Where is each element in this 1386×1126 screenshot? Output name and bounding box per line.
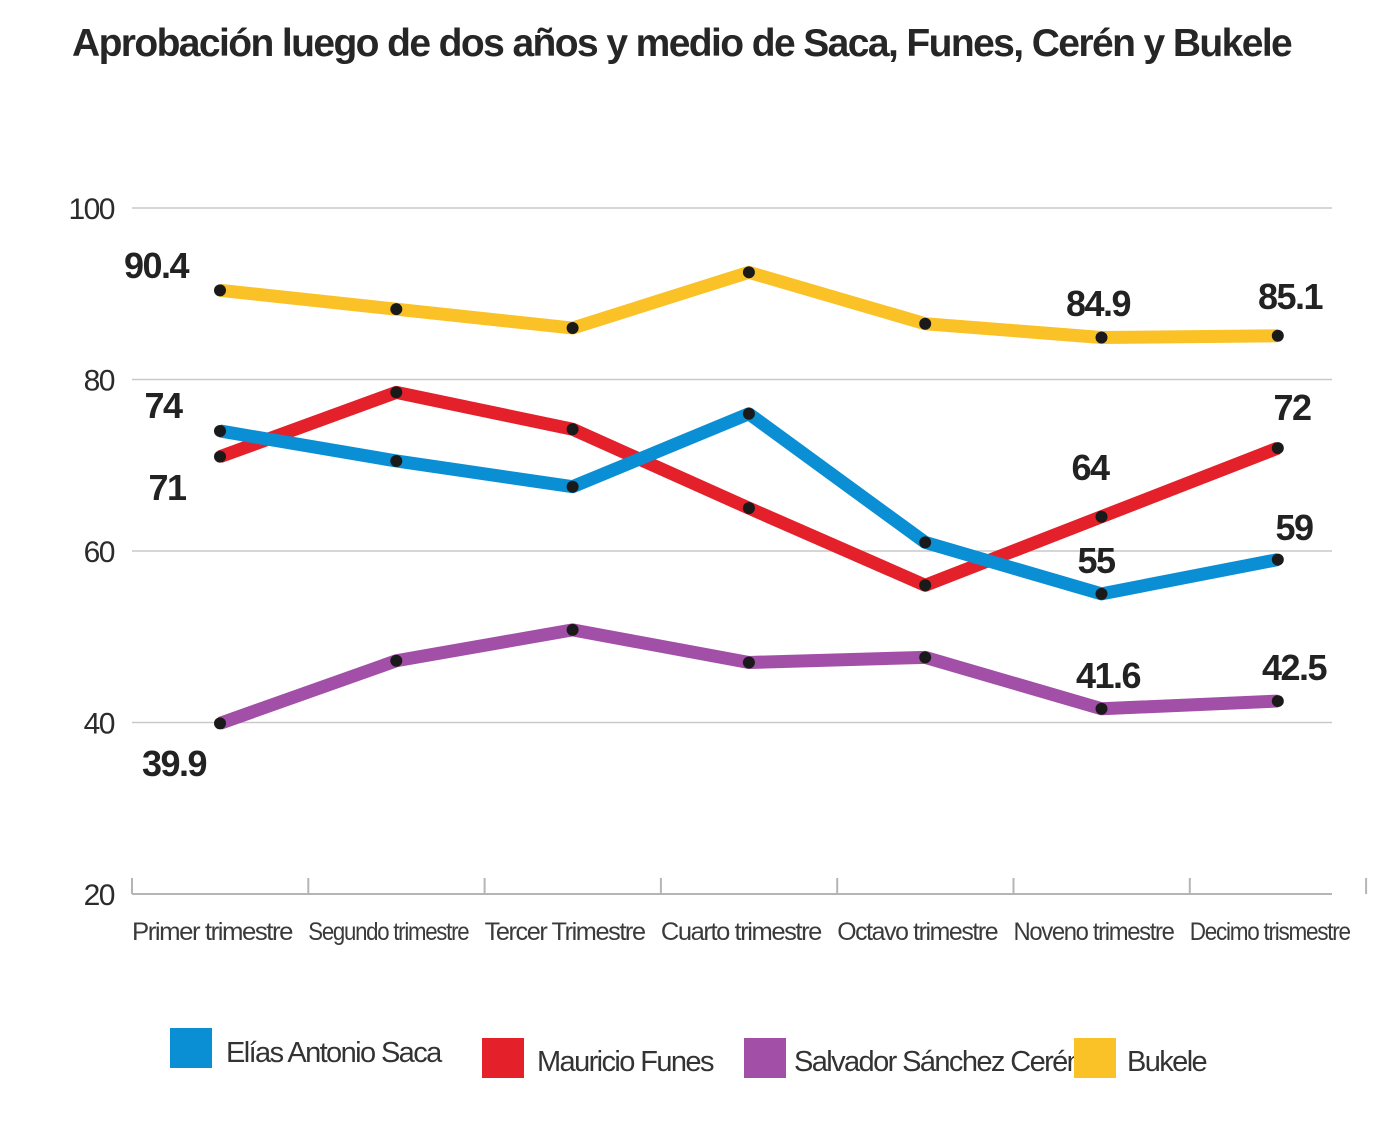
legend-label: Bukele <box>1127 1046 1207 1078</box>
legend-swatch <box>1074 1038 1116 1078</box>
data-point <box>566 423 579 436</box>
legend-label: Mauricio Funes <box>537 1046 714 1078</box>
x-axis: Primer trimestre Segundo trimestre Tercer … <box>131 878 1368 946</box>
data-point <box>214 450 226 463</box>
data-point <box>919 317 932 330</box>
x-tick-label: Primer trimestre <box>132 918 293 946</box>
data-labels: 74 55 59 71 64 72 39.9 41.6 42.5 90.4 84.9 85.1 <box>124 245 1329 784</box>
y-tick-label: 80 <box>84 365 115 398</box>
data-point <box>566 623 579 636</box>
data-point <box>919 579 932 592</box>
data-point <box>1271 695 1284 708</box>
legend-swatch <box>170 1028 212 1068</box>
data-label: 64 <box>1071 447 1110 488</box>
gridlines <box>132 207 1332 724</box>
x-tick-label: Noveno trimestre <box>1014 918 1174 946</box>
data-label: 90.4 <box>124 245 190 286</box>
y-tick-label: 40 <box>84 708 115 741</box>
legend: Elías Antonio Saca Mauricio Funes Salvador… <box>170 1028 1208 1078</box>
data-label: 74 <box>144 385 183 426</box>
data-point <box>742 407 755 420</box>
x-tick-label: Tercer Trimestre <box>485 918 645 946</box>
x-tick-label: Segundo trimestre <box>308 918 468 946</box>
data-label: 39.9 <box>142 743 207 784</box>
data-point <box>214 717 226 730</box>
data-point <box>742 656 755 669</box>
data-label: 84.9 <box>1066 283 1131 324</box>
data-point <box>1095 510 1108 523</box>
x-tick-label: Octavo trimestre <box>837 918 997 946</box>
data-point <box>390 303 403 316</box>
data-label: 55 <box>1077 540 1116 581</box>
data-point <box>1095 587 1108 600</box>
data-label: 85.1 <box>1258 276 1324 317</box>
data-label: 71 <box>148 467 187 508</box>
data-point <box>390 454 403 467</box>
data-point <box>1271 329 1284 342</box>
chart-title: Aprobación luego de dos años y medio de … <box>72 22 1293 65</box>
data-point <box>1271 442 1284 455</box>
data-point <box>566 480 579 493</box>
data-point <box>1271 553 1284 566</box>
data-point <box>1095 702 1108 715</box>
data-label: 59 <box>1275 507 1313 548</box>
data-label: 72 <box>1273 387 1311 428</box>
x-tick-label: Cuarto trimestre <box>661 918 822 946</box>
legend-swatch <box>744 1038 786 1078</box>
y-tick-label: 100 <box>68 193 114 226</box>
data-point <box>919 651 932 664</box>
data-point <box>566 322 579 335</box>
y-tick-label: 20 <box>84 879 115 912</box>
y-axis: 20 40 60 80 100 <box>68 193 116 912</box>
legend-swatch <box>482 1038 524 1078</box>
data-point <box>742 266 755 279</box>
data-point <box>742 502 755 515</box>
data-point <box>919 536 932 549</box>
data-label: 42.5 <box>1262 647 1328 688</box>
legend-label: Salvador Sánchez Cerén <box>794 1046 1082 1078</box>
data-point <box>214 284 226 297</box>
legend-label: Elías Antonio Saca <box>226 1037 443 1069</box>
series-points <box>214 266 1284 730</box>
data-point <box>214 424 226 437</box>
data-point <box>390 654 403 667</box>
data-point <box>390 386 403 399</box>
y-tick-label: 60 <box>84 536 115 569</box>
x-tick-label: Decimo trismestre <box>1190 918 1350 946</box>
data-point <box>1095 331 1108 344</box>
data-label: 41.6 <box>1076 655 1141 696</box>
